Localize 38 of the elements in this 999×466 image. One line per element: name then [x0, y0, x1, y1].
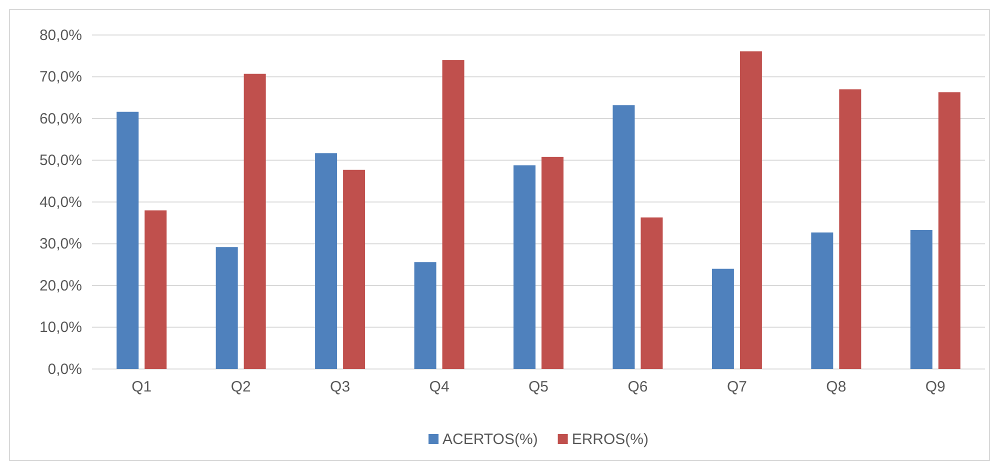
x-tick-label: Q8: [826, 378, 846, 396]
y-tick-label: 60,0%: [39, 110, 82, 128]
bar: [839, 89, 862, 369]
bar: [244, 74, 266, 369]
x-tick-label: Q1: [132, 378, 152, 396]
x-tick-label: Q2: [230, 378, 251, 396]
bar: [414, 262, 436, 369]
y-tick-label: 70,0%: [39, 68, 82, 86]
y-tick-label: 0,0%: [48, 360, 82, 378]
bar: [612, 105, 635, 369]
bar: [216, 247, 238, 369]
bar: [144, 210, 167, 369]
x-tick-label: Q5: [528, 378, 549, 396]
bar: [514, 165, 536, 369]
y-tick-label: 50,0%: [39, 152, 82, 170]
y-tick-label: 30,0%: [39, 236, 82, 253]
bar: [740, 51, 762, 369]
y-tick-label: 20,0%: [39, 277, 82, 294]
bar: [640, 217, 663, 369]
x-tick-label: Q9: [925, 378, 946, 396]
y-tick-label: 80,0%: [39, 26, 82, 44]
x-tick-label: Q4: [429, 378, 450, 396]
y-tick-label: 10,0%: [39, 319, 82, 336]
bar: [910, 230, 932, 369]
y-tick-label: 40,0%: [39, 194, 82, 211]
bar: [442, 60, 464, 369]
bar: [116, 112, 139, 369]
bar: [343, 170, 366, 369]
x-tick-label: Q3: [330, 378, 350, 396]
legend-label: ERROS(%): [572, 431, 648, 448]
x-tick-label: Q6: [628, 378, 648, 396]
bar: [938, 92, 960, 369]
legend-label: ACERTOS(%): [442, 431, 538, 448]
bar: [712, 268, 734, 369]
bar: [811, 232, 834, 369]
bar: [315, 153, 338, 369]
x-tick-label: Q7: [726, 378, 747, 396]
bar: [542, 156, 564, 369]
